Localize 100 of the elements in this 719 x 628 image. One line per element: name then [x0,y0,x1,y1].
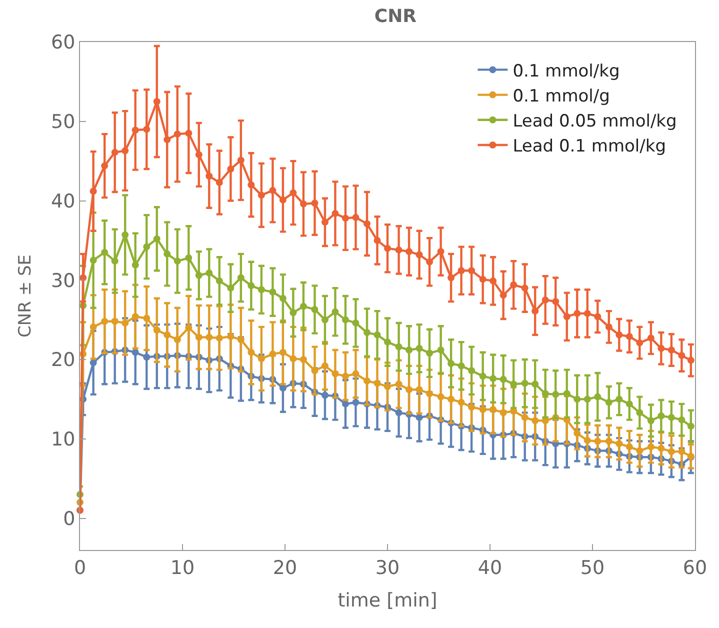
y-tick-label: 0 [63,508,76,530]
point [395,246,402,254]
point [647,334,654,342]
point [258,355,265,362]
point [143,243,150,250]
point [416,386,423,394]
point [132,348,139,356]
point [574,310,581,317]
point [605,323,612,330]
point [132,126,139,134]
point [258,286,265,294]
point [90,188,97,195]
point [300,356,307,363]
point [279,294,286,302]
point [321,362,328,370]
point [111,258,118,265]
x-tick-label: 50 [580,556,605,579]
point [384,244,391,252]
point [616,331,623,338]
point [678,416,686,424]
point [448,360,455,367]
point [185,130,192,137]
point [584,436,591,444]
point [510,281,518,288]
point [352,214,360,221]
point [311,200,318,207]
point [374,380,381,387]
point [321,392,328,399]
point [437,393,444,400]
point [248,348,255,356]
point [416,251,423,258]
point [563,313,570,320]
point [384,338,391,346]
point [395,380,402,388]
point [122,231,129,238]
point [395,343,402,350]
y-axis-title: CNR ± SE [16,254,36,338]
point [647,417,654,424]
point [406,248,413,256]
point [332,370,339,378]
point [687,422,694,430]
point [195,334,202,341]
point [605,398,612,406]
point [468,367,476,374]
point [321,316,328,324]
point [279,196,286,204]
point [90,256,97,264]
point [352,319,360,326]
point [352,398,360,406]
point [668,414,675,421]
point [658,412,665,420]
point [153,326,160,334]
point [321,218,328,226]
point [594,313,602,320]
y-tick-label: 40 [51,190,76,212]
point [479,406,486,414]
point [195,151,202,158]
point [332,210,339,217]
point [342,214,349,222]
y-tick-label: 60 [51,32,76,54]
point [237,156,244,164]
point [437,346,444,354]
point [143,314,150,322]
point [216,334,223,342]
point [406,386,413,394]
point [174,336,181,344]
point [658,444,665,452]
point [384,382,391,390]
point [616,440,623,448]
point [216,277,223,284]
point [143,126,150,133]
point [269,288,276,296]
point [311,367,318,374]
point [626,332,633,340]
point [164,136,171,144]
point [426,258,434,266]
point [521,284,528,292]
point [532,417,539,424]
point [227,166,234,172]
point [300,302,307,310]
point [542,390,549,398]
point [574,430,581,437]
point [269,186,276,194]
point [206,334,213,341]
point [111,148,118,156]
point [490,406,497,414]
point [342,372,349,380]
point [563,390,570,398]
point [364,220,370,228]
point [458,362,465,370]
point [448,396,455,403]
y-tick-label: 50 [51,111,76,134]
y-tick-label: 30 [51,270,76,292]
point [352,370,360,378]
point [132,313,139,320]
point [90,323,97,330]
point [206,269,213,276]
point [364,377,370,384]
point [406,346,413,354]
point [279,384,286,392]
